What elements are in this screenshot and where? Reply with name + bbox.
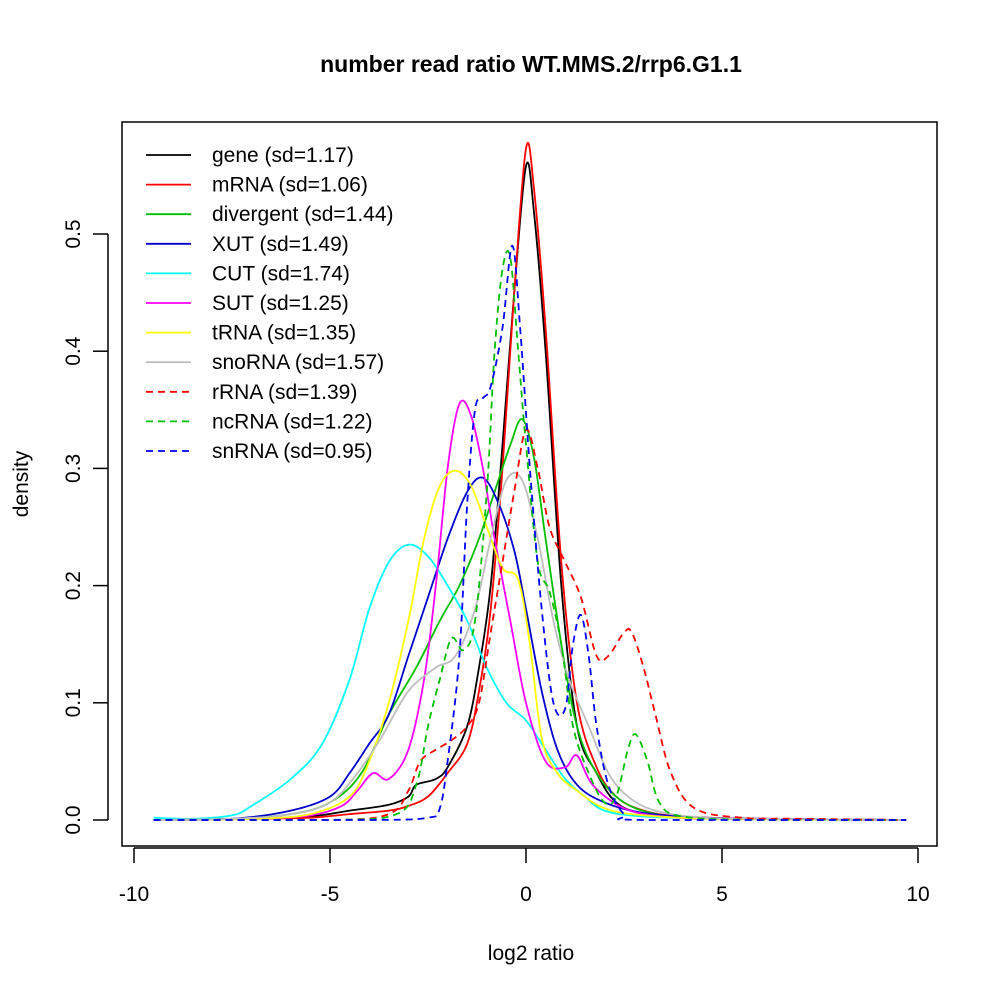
y-tick-label: 0.3	[62, 454, 85, 483]
y-axis: 0.0 0.1 0.2 0.3 0.4 0.5	[62, 219, 109, 835]
y-tick-label: 0.2	[62, 571, 85, 600]
series-line-CUT	[153, 543, 907, 821]
x-tick-label: 5	[716, 883, 728, 906]
series-line-tRNA	[153, 469, 907, 821]
legend-label-SUT: SUT (sd=1.25)	[212, 292, 349, 315]
legend-label-snRNA: snRNA (sd=0.95)	[212, 440, 373, 463]
chart-title: number read ratio WT.MMS.2/rrp6.G1.1	[320, 51, 742, 77]
legend-label-ncRNA: ncRNA (sd=1.22)	[212, 410, 373, 433]
series-line-SUT	[153, 399, 907, 821]
legend-label-tRNA: tRNA (sd=1.35)	[212, 322, 356, 345]
series-line-divergent	[153, 418, 907, 821]
x-tick-label: -10	[119, 883, 149, 906]
legend-label-CUT: CUT (sd=1.74)	[212, 262, 350, 285]
legend-label-rRNA: rRNA (sd=1.39)	[212, 381, 357, 404]
y-axis-label: density	[10, 450, 33, 517]
legend-label-gene: gene (sd=1.17)	[212, 144, 354, 167]
x-tick-label: 0	[520, 883, 532, 906]
legend-label-mRNA: mRNA (sd=1.06)	[212, 174, 368, 197]
x-tick-label: 10	[906, 883, 929, 906]
legend-label-snoRNA: snoRNA (sd=1.57)	[212, 351, 384, 374]
y-tick-label: 0.4	[62, 336, 85, 366]
legend-label-XUT: XUT (sd=1.49)	[212, 233, 349, 256]
x-tick-label: -5	[321, 883, 340, 906]
series-line-snoRNA	[153, 471, 907, 821]
series-line-snRNA	[153, 244, 907, 821]
x-axis: -10 -5 0 5 10	[119, 847, 930, 906]
series-line-ncRNA	[153, 250, 907, 821]
legend-label-divergent: divergent (sd=1.44)	[212, 203, 394, 226]
y-tick-label: 0.1	[62, 688, 85, 717]
y-tick-label: 0.0	[62, 805, 85, 834]
plot-frame	[121, 121, 938, 847]
x-axis-label: log2 ratio	[488, 942, 574, 965]
y-tick-label: 0.5	[62, 219, 85, 248]
density-curves	[153, 141, 907, 821]
legend: gene (sd=1.17) mRNA (sd=1.06) divergent (s…	[146, 144, 394, 463]
